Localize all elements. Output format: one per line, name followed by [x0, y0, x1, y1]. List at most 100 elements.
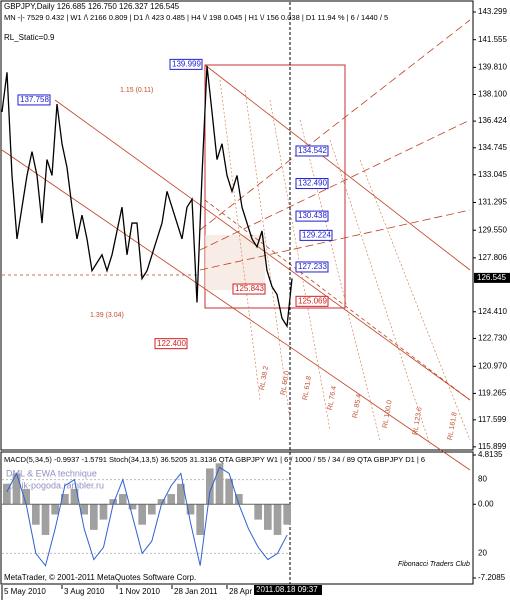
macd-bar	[51, 504, 59, 515]
y-tick-label: 143.299	[478, 7, 507, 16]
x-tick-label: 3 Aug 2010	[64, 587, 105, 596]
fib-label: RL 50.0	[280, 370, 291, 395]
y-tick-label: 138.100	[478, 90, 507, 99]
watermark: rutnik-pogoda.rambler.ru	[6, 480, 104, 490]
macd-bar	[157, 499, 166, 505]
macd-bar	[273, 504, 282, 535]
level-box	[299, 229, 333, 241]
header: GBPJPY,Daily 126.685 126.750 126.327 126…	[4, 2, 180, 11]
y2-tick-label: 20	[478, 549, 487, 558]
price-line	[1, 65, 293, 329]
y-tick-label: 0.00	[478, 499, 494, 508]
y-tick-label: 131.295	[478, 198, 507, 207]
footer: MetaTrader, © 2001-2011 MetaQuotes Softw…	[4, 573, 196, 582]
level-label: 125.069	[298, 296, 327, 305]
fib-label: RL 61.8	[302, 375, 313, 400]
y-tick-label: 124.410	[478, 307, 507, 316]
macd-bar	[109, 499, 117, 505]
y-tick-label: 141.555	[478, 35, 507, 44]
level-label: 125.843	[235, 284, 264, 293]
level-box	[169, 58, 203, 70]
level-label: 137.758	[20, 95, 49, 104]
fib-label: RL 76.4	[327, 385, 338, 410]
x-tick-label: 28 Jan 2011	[174, 587, 218, 596]
level-label: 122.400	[157, 339, 186, 348]
macd-bar	[90, 504, 98, 530]
y-tick-label: 139.810	[478, 62, 507, 71]
macd-bar	[235, 494, 243, 505]
y-tick-label: 4.8135	[478, 450, 503, 459]
macd-bar	[41, 504, 50, 535]
x-tick-label: 28 Apr 20	[229, 587, 264, 596]
level-label: 129.224	[302, 230, 331, 239]
macd-bar	[186, 504, 195, 515]
macd-bar	[167, 494, 175, 505]
fib-verticals	[219, 79, 471, 446]
level-label: 127.233	[298, 262, 327, 271]
fib-label: RL 161.8	[447, 412, 459, 441]
level-box	[295, 210, 329, 222]
macd-bar	[138, 504, 146, 525]
x-tick-label: 5 May 2010	[4, 587, 46, 596]
level-label: 130.438	[298, 211, 327, 220]
last-price: 126.545	[477, 273, 506, 282]
level-label: 139.999	[172, 59, 201, 68]
fib-label: RL 123.6	[412, 407, 424, 436]
level-box	[295, 178, 329, 190]
level-box	[17, 94, 51, 106]
macd-bar	[196, 504, 204, 535]
level-box	[295, 295, 329, 307]
macd-bar	[70, 488, 79, 505]
y-tick-label: 133.045	[478, 170, 507, 179]
macd-bar	[99, 504, 108, 520]
setting: RL_Static=0.9	[4, 33, 55, 42]
macd-bar	[119, 494, 127, 505]
macd-bar	[264, 504, 272, 530]
fib-channels	[1, 19, 471, 471]
fib-label: RL 85.4	[352, 393, 363, 418]
y-tick-label: 129.550	[478, 225, 507, 234]
macd-bar	[61, 494, 69, 505]
macd-bar	[283, 504, 291, 525]
watermark: DML & EWA technique	[6, 468, 97, 478]
macd-bar	[225, 478, 233, 505]
indicator-header: MACD(5,34,5) -0.9937 -1.5791 Stoch(34,13…	[4, 455, 425, 464]
level-box	[295, 261, 329, 273]
y-tick-label: 119.265	[478, 389, 507, 398]
y2-tick-label: 80	[478, 475, 487, 484]
level-label: 134.542	[298, 146, 327, 155]
x-tick-label: 1 Nov 2010	[119, 587, 160, 596]
macd-bar	[32, 504, 40, 525]
fib-label: RL 38.2	[259, 365, 270, 390]
macd-bar	[206, 468, 214, 505]
header-info: MN -|- 7529 0.432 | W1 /\ 2166 0.809 | D…	[4, 13, 388, 22]
macd-bar	[215, 463, 224, 505]
macd-bar	[3, 483, 11, 505]
y-tick-label: 120.970	[478, 361, 507, 370]
last-price-box	[474, 272, 510, 283]
cursor-time-box	[254, 585, 322, 595]
macd-bar	[12, 473, 21, 505]
y-tick-label: 134.745	[478, 143, 507, 152]
macd-bar	[128, 504, 137, 510]
y-tick-label: 136.424	[478, 116, 507, 125]
note: 1.15 (0.11)	[120, 87, 153, 94]
y-tick-label: -7.2085	[478, 573, 506, 582]
stoch-line	[6, 466, 288, 567]
y-tick-label: 122.730	[478, 334, 507, 343]
brand: Fibonacci Traders Club	[398, 561, 470, 568]
macd-bar	[254, 504, 262, 520]
macd-bar	[22, 488, 30, 505]
indicator-panel	[0, 451, 474, 585]
cursor-time: 2011.08.18 09:37	[256, 585, 318, 594]
y-tick-label: 117.599	[478, 415, 507, 424]
note: 1.39 (3.04)	[90, 312, 124, 319]
macd-bar	[80, 504, 88, 515]
level-box	[154, 338, 188, 350]
level-box	[295, 145, 329, 157]
main-panel	[0, 0, 474, 451]
macd-bar	[177, 483, 185, 505]
fib-label: RL 100.0	[382, 400, 394, 429]
